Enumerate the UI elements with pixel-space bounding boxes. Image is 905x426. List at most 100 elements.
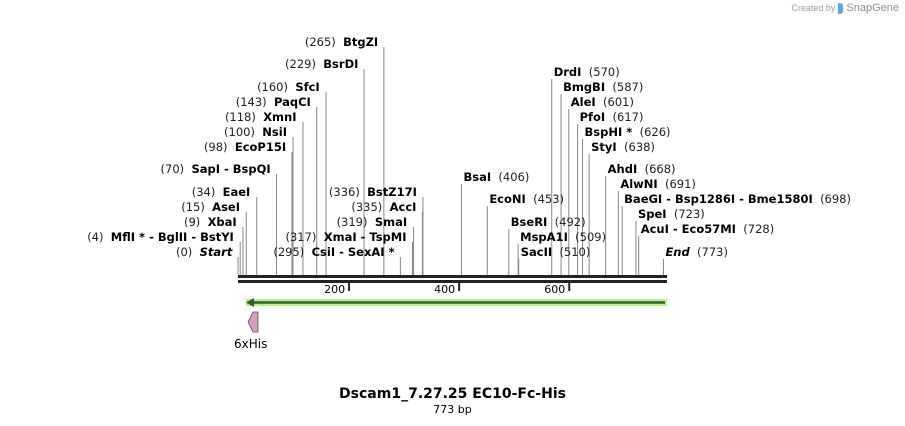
ruler-ticks <box>348 283 571 291</box>
enzyme-name: EaeI <box>222 185 251 199</box>
restriction-site-label[interactable]: PfoI (617) <box>580 110 644 124</box>
enzyme-name: AseI <box>212 200 240 214</box>
enzyme-name: XmnI <box>263 110 297 124</box>
restriction-site-label[interactable]: AhdI (668) <box>608 162 676 176</box>
restriction-site-label[interactable]: SpeI (723) <box>638 207 705 221</box>
enzyme-name: SapI - BspQI <box>191 162 271 176</box>
site-position: (295) <box>273 245 305 259</box>
enzyme-name: BspHI * <box>584 125 633 139</box>
restriction-site-label[interactable]: BmgBI (587) <box>563 80 643 94</box>
site-position: (773) <box>697 245 728 259</box>
restriction-site-label[interactable]: (98) EcoP15I <box>204 140 286 154</box>
site-position: (728) <box>743 222 775 236</box>
tick-label: 400 <box>434 283 456 296</box>
enzyme-name: XbaI <box>207 215 237 229</box>
restriction-site-label[interactable]: (0) Start <box>176 245 232 259</box>
restriction-site-label[interactable]: (160) SfcI <box>257 80 320 94</box>
restriction-site-label[interactable]: (317) XmaI - TspMI <box>285 230 406 244</box>
credit-brand: SnapGene <box>846 2 899 14</box>
restriction-site-label[interactable]: (15) AseI <box>181 200 240 214</box>
site-position: (70) <box>160 162 185 176</box>
site-position: (601) <box>603 95 634 109</box>
restriction-site-label[interactable]: DrdI (570) <box>554 65 620 79</box>
restriction-site-label[interactable]: BsaI (406) <box>463 170 529 184</box>
enzyme-name: AhdI <box>607 162 638 176</box>
restriction-site-label[interactable]: SacII (510) <box>521 245 591 259</box>
site-position: (118) <box>224 110 256 124</box>
orf-arrowhead-icon <box>246 298 254 307</box>
snapgene-logo-icon <box>838 2 844 14</box>
site-position: (265) <box>304 35 336 49</box>
site-position: (34) <box>191 185 216 199</box>
orf-arrow[interactable] <box>246 298 667 307</box>
site-position: (319) <box>336 215 368 229</box>
site-position: (100) <box>224 125 255 139</box>
restriction-site-label[interactable]: (229) BsrDI <box>285 57 358 71</box>
restriction-site-label[interactable]: StyI (638) <box>591 140 655 154</box>
restriction-site-label[interactable]: BaeGI - Bsp1286I - Bme1580I (698) <box>624 192 851 206</box>
enzyme-name: AlwNI <box>620 177 658 191</box>
restriction-site-label[interactable]: BspHI * (626) <box>585 125 671 139</box>
enzyme-name: SmaI <box>374 215 408 229</box>
site-position: (15) <box>181 200 205 214</box>
sequence-length: 773 bp <box>433 403 472 416</box>
enzyme-name: MflI * - BglII - BstYI <box>110 230 234 244</box>
site-position: (668) <box>644 162 676 176</box>
enzyme-name: EcoNI <box>489 192 526 206</box>
restriction-site-label[interactable]: EcoNI (453) <box>489 192 564 206</box>
site-position: (587) <box>612 80 644 94</box>
enzyme-name: BsaI <box>463 170 492 184</box>
site-position: (143) <box>235 95 267 109</box>
site-position: (4) <box>87 230 104 244</box>
site-position: (510) <box>559 245 591 259</box>
enzyme-name: End <box>665 245 690 259</box>
site-lines <box>237 47 664 275</box>
restriction-site-label[interactable]: (70) SapI - BspQI <box>161 162 271 176</box>
his-tag-label: 6xHis <box>234 337 268 351</box>
enzyme-name: CsiI - SexAI * <box>311 245 395 259</box>
enzyme-name: BmgBI <box>563 80 606 94</box>
restriction-site-label[interactable]: (295) CsiI - SexAI * <box>273 245 394 259</box>
restriction-site-label[interactable]: (100) NsiI <box>224 125 287 139</box>
restriction-site-label[interactable]: (118) XmnI <box>225 110 297 124</box>
site-position: (453) <box>533 192 565 206</box>
restriction-site-label[interactable]: AlwNI (691) <box>620 177 696 191</box>
restriction-site-label[interactable]: End (773) <box>665 245 728 259</box>
restriction-site-label[interactable]: (4) MflI * - BglII - BstYI <box>87 230 234 244</box>
restriction-site-label[interactable]: AleI (601) <box>571 95 634 109</box>
his-tag-feature-icon[interactable] <box>247 311 259 333</box>
restriction-site-label[interactable]: (34) EaeI <box>192 185 251 199</box>
restriction-site-label[interactable]: MspA1I (509) <box>520 230 606 244</box>
restriction-site-label[interactable]: (9) XbaI <box>184 215 237 229</box>
enzyme-name: SpeI <box>637 207 667 221</box>
enzyme-name: StyI <box>591 140 617 154</box>
enzyme-name: SacII <box>520 245 553 259</box>
site-position: (229) <box>285 57 316 71</box>
enzyme-name: XmaI - TspMI <box>323 230 407 244</box>
enzyme-name: AccI <box>389 200 417 214</box>
site-position: (406) <box>498 170 530 184</box>
site-position: (98) <box>203 140 228 154</box>
restriction-site-label[interactable]: (319) SmaI <box>337 215 408 229</box>
backbone-top <box>238 275 667 278</box>
snapgene-credit: Created by SnapGene <box>791 2 899 14</box>
restriction-site-label[interactable]: (143) PaqCI <box>236 95 311 109</box>
restriction-site-label[interactable]: (335) AccI <box>351 200 416 214</box>
restriction-site-label[interactable]: (336) BstZ17I <box>329 185 417 199</box>
site-position: (570) <box>588 65 620 79</box>
site-position: (698) <box>820 192 851 206</box>
site-position: (638) <box>624 140 655 154</box>
site-position: (492) <box>554 215 586 229</box>
restriction-site-label[interactable]: BseRI (492) <box>511 215 586 229</box>
enzyme-name: BsrDI <box>323 57 359 71</box>
site-position: (160) <box>257 80 288 94</box>
site-position: (617) <box>612 110 644 124</box>
site-position: (626) <box>639 125 671 139</box>
restriction-site-label[interactable]: (265) BtgZI <box>305 35 378 49</box>
credit-prefix: Created by <box>791 3 836 13</box>
restriction-site-label[interactable]: AcuI - Eco57MI (728) <box>641 222 775 236</box>
site-position: (691) <box>665 177 696 191</box>
enzyme-name: BseRI <box>510 215 548 229</box>
